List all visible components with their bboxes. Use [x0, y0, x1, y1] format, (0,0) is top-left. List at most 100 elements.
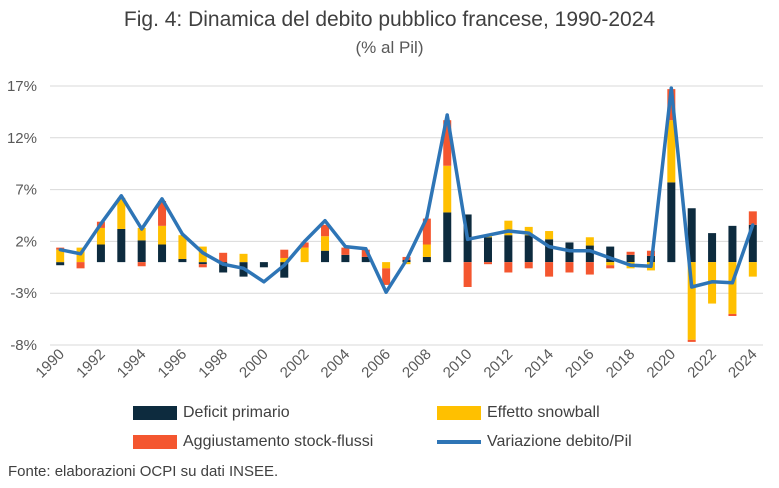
line-point: [323, 219, 327, 223]
bar-snowball: [178, 235, 187, 260]
bar-deficit: [443, 212, 452, 263]
bar-deficit: [259, 262, 268, 268]
bar-snowball: [158, 225, 167, 245]
line-point: [567, 249, 572, 253]
bar-stock: [158, 200, 167, 226]
line-point: [466, 237, 470, 241]
bar-snowball: [667, 120, 676, 183]
bar-snowball: [524, 226, 533, 236]
legend-label-deficit: Deficit primario: [183, 404, 290, 421]
x-tick-label: 1994: [114, 346, 150, 382]
bars-layer: [56, 89, 757, 342]
line-point: [262, 280, 266, 284]
bar-stock: [606, 265, 615, 269]
line-point: [404, 258, 409, 262]
y-tick-label: 2%: [15, 233, 37, 250]
bar-deficit: [280, 262, 289, 278]
line-point: [241, 266, 246, 270]
line-point: [180, 232, 185, 236]
bar-stock: [585, 262, 594, 275]
bar-deficit: [504, 235, 513, 263]
bar-stock: [198, 264, 207, 268]
bar-deficit: [341, 254, 350, 263]
x-tick-label: 2006: [358, 346, 394, 382]
bar-snowball: [239, 253, 248, 263]
bar-deficit: [626, 254, 635, 263]
x-tick-label: 2012: [481, 346, 517, 382]
x-tick-label: 2016: [562, 346, 598, 382]
legend-label-snowball: Effetto snowball: [487, 404, 600, 421]
line-point: [669, 86, 673, 90]
line-point: [160, 197, 164, 201]
bar-snowball: [422, 244, 431, 257]
line-point: [751, 223, 755, 227]
line-point: [303, 239, 307, 243]
x-tick-label: 2002: [277, 346, 313, 382]
bar-deficit: [483, 237, 492, 263]
bar-snowball: [606, 262, 615, 266]
bar-deficit: [708, 233, 717, 263]
bar-stock: [443, 120, 452, 166]
legend-item-snowball: Effetto snowball: [437, 404, 600, 422]
legend-swatch-variation: [437, 440, 481, 444]
chart-subtitle: (% al Pil): [355, 38, 424, 57]
line-point: [710, 280, 714, 284]
bar-stock: [76, 262, 85, 269]
bar-deficit: [361, 256, 370, 263]
line-point: [425, 215, 429, 220]
line-point: [628, 263, 633, 267]
x-tick-label: 2004: [318, 346, 354, 382]
bar-stock: [524, 262, 533, 269]
bar-stock: [321, 224, 330, 237]
bar-snowball: [321, 236, 330, 251]
x-tick-label: 2000: [236, 346, 272, 382]
y-tick-label: -8%: [10, 337, 37, 354]
bar-snowball: [504, 220, 513, 236]
bar-snowball: [280, 257, 289, 263]
x-tick-label: 2010: [440, 346, 476, 382]
bar-snowball: [687, 262, 696, 340]
x-tick-label: 2024: [725, 346, 761, 382]
line-point: [99, 222, 103, 226]
line-point: [78, 252, 83, 256]
legend-swatch-snowball: [437, 406, 481, 420]
bar-snowball: [56, 249, 65, 263]
bar-stock: [300, 242, 309, 248]
bar-deficit: [422, 256, 431, 263]
legend-label-variation: Variazione debito/Pil: [487, 433, 632, 450]
bar-stock: [626, 251, 635, 255]
bar-stock: [728, 313, 737, 316]
x-tick-label: 1990: [32, 346, 68, 382]
bar-deficit: [667, 182, 676, 263]
bar-deficit: [748, 224, 757, 263]
legend-swatch-deficit: [133, 406, 177, 420]
bar-stock: [687, 339, 696, 342]
bar-deficit: [137, 240, 146, 263]
line-point: [649, 264, 653, 268]
line-point: [221, 262, 225, 266]
bar-deficit: [198, 262, 207, 265]
bar-snowball: [117, 197, 126, 229]
y-tick-label: -3%: [10, 285, 37, 302]
x-tick-label: 2020: [644, 346, 680, 382]
line-point: [608, 256, 612, 260]
bar-snowball: [137, 227, 146, 241]
bar-deficit: [585, 245, 594, 263]
bar-stock: [219, 252, 228, 263]
line-point: [588, 249, 592, 253]
y-tick-label: 7%: [15, 182, 37, 199]
y-tick-label: 12%: [7, 130, 37, 147]
line-point: [384, 290, 388, 294]
bar-snowball: [728, 262, 737, 314]
bar-deficit: [56, 262, 65, 266]
line-layer: [58, 86, 755, 294]
line-point: [58, 248, 62, 252]
bar-snowball: [443, 165, 452, 213]
line-point: [547, 244, 551, 249]
line-point: [343, 244, 347, 249]
bar-deficit: [96, 244, 105, 263]
bar-snowball: [382, 262, 391, 269]
bar-stock: [748, 211, 757, 225]
x-tick-label: 2022: [684, 346, 720, 382]
